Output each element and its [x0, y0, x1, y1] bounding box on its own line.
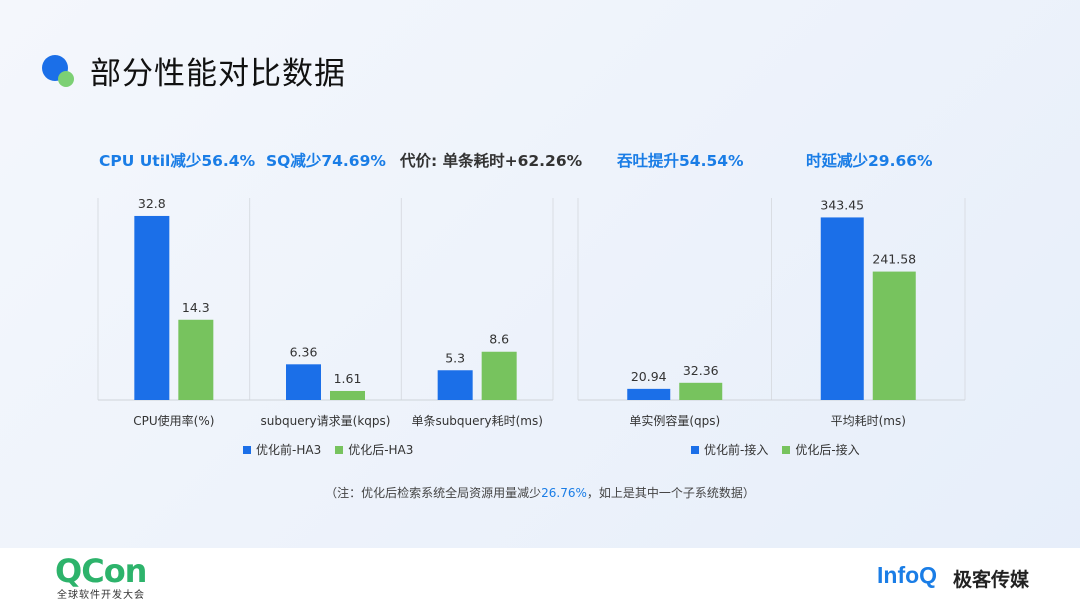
qcon-subtitle: 全球软件开发大会 [57, 590, 145, 601]
legend-label: 优化后-接入 [795, 443, 860, 457]
bar [820, 217, 864, 400]
bar-value-label: 5.3 [445, 350, 465, 365]
category-label: 单条subquery耗时(ms) [411, 414, 542, 428]
footnote-suffix: ，如上是其中一个子系统数据） [586, 486, 755, 500]
bar [437, 370, 473, 400]
bar-value-label: 241.58 [872, 252, 916, 267]
bar-value-label: 32.36 [683, 363, 719, 378]
headline-cost: 代价: 单条耗时+62.26% [400, 152, 583, 170]
bar-value-label: 6.36 [290, 344, 318, 359]
bar-value-label: 343.45 [820, 197, 864, 212]
infoq-logo: InfoQ [877, 562, 938, 588]
bar-value-label: 8.6 [489, 332, 509, 347]
geek-media-logo: 极客传媒 [953, 569, 1030, 591]
legend-item-after: 优化后-接入 [782, 441, 860, 458]
legend-item-before: 优化前-接入 [691, 441, 768, 458]
qcon-logo: QCon [55, 552, 147, 590]
legend-left: 优化前-HA3 优化后-HA3 [243, 441, 427, 458]
category-label: CPU使用率(%) [133, 413, 214, 428]
bar [481, 351, 517, 400]
bar-value-label: 32.8 [138, 196, 166, 211]
legend-swatch-after [782, 445, 791, 454]
bar [627, 388, 671, 400]
bar [134, 215, 170, 400]
bar [679, 382, 723, 400]
bar-value-label: 14.3 [182, 300, 210, 315]
legend-item-before: 优化前-HA3 [243, 441, 321, 458]
legend-right: 优化前-接入 优化后-接入 [691, 441, 874, 458]
legend-swatch-before [691, 445, 699, 454]
footer [0, 548, 1080, 608]
bar [872, 271, 916, 400]
bar [330, 390, 365, 400]
legend-label: 优化前-接入 [704, 443, 769, 457]
category-label: 平均耗时(ms) [831, 414, 906, 428]
headline-sq: SQ减少74.69% [266, 152, 386, 170]
title-dot-green [58, 71, 74, 87]
bar-charts: 32.8 14.3 CPU使用率(%) 6.36 1.61 subquery请求量(kqp… [97, 196, 966, 428]
legend-item-after: 优化后-HA3 [335, 441, 413, 458]
legend-swatch-before [243, 445, 251, 454]
bar-value-label: 1.61 [334, 371, 362, 386]
bar [286, 364, 321, 400]
legend-label: 优化后-HA3 [348, 443, 414, 457]
footnote-prefix: （注：优化后检索系统全局资源用量减少 [325, 486, 542, 500]
category-label: 单实例容量(qps) [629, 413, 720, 428]
headline-cpu: CPU Util减少56.4% [99, 152, 256, 170]
legend-swatch-after [335, 445, 344, 454]
page-title: 部分性能对比数据 [90, 56, 346, 92]
footnote-highlight: 26.76% [541, 486, 587, 500]
legend-label: 优化前-HA3 [256, 443, 322, 457]
footnote: （注：优化后检索系统全局资源用量减少26.76%，如上是其中一个子系统数据） [0, 484, 1080, 501]
category-label: subquery请求量(kqps) [261, 414, 391, 428]
slide: 部分性能对比数据 CPU Util减少56.4% SQ减少74.69% 代价: … [0, 55, 1080, 501]
bar [178, 319, 214, 400]
headline-latency: 时延减少29.66% [806, 152, 933, 170]
bar-value-label: 20.94 [631, 369, 667, 384]
headline-throughput: 吞吐提升54.54% [617, 152, 744, 170]
